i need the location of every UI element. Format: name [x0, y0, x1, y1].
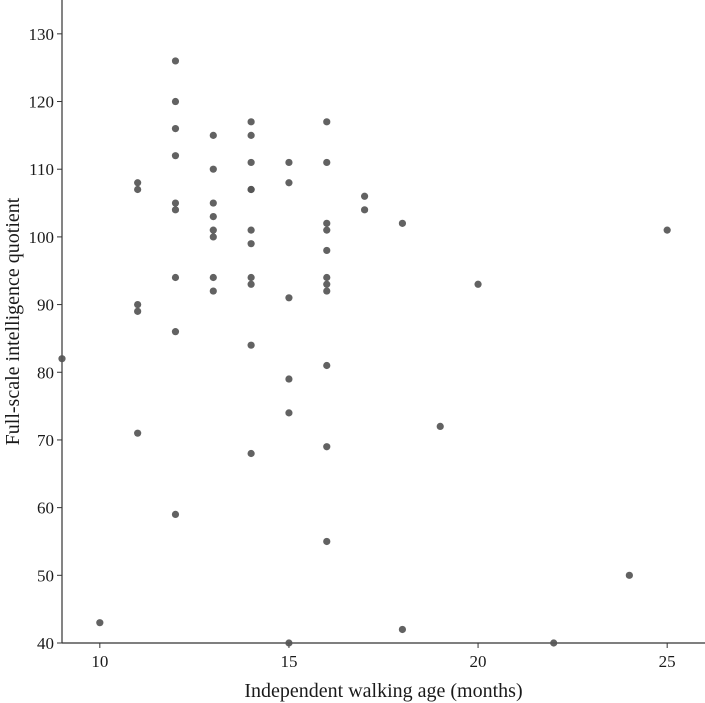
y-tick-label: 70: [37, 431, 54, 450]
data-point: [625, 571, 633, 579]
y-axis-title: Full-scale intelligence quotient: [2, 197, 24, 445]
data-point: [209, 199, 217, 207]
data-point: [285, 294, 293, 302]
data-point: [171, 510, 180, 518]
data-point: [247, 341, 255, 349]
y-tick-label: 50: [37, 566, 54, 585]
data-point: [209, 165, 217, 173]
x-axis-title: Independent walking age (months): [244, 680, 522, 702]
data-point: [285, 639, 293, 647]
data-point: [247, 185, 255, 194]
data-point: [134, 307, 142, 315]
data-point: [323, 219, 331, 227]
data-point: [247, 449, 255, 458]
data-point: [209, 131, 217, 139]
y-tick-label: 90: [37, 296, 54, 315]
data-point: [247, 240, 255, 248]
data-point: [247, 158, 255, 167]
data-point: [247, 273, 255, 282]
data-point: [323, 361, 331, 370]
data-point: [398, 625, 407, 634]
x-tick-label: 15: [280, 652, 297, 671]
data-point: [323, 158, 331, 167]
data-point: [209, 233, 217, 241]
data-point: [134, 179, 142, 187]
data-point: [171, 328, 180, 336]
data-point: [209, 287, 217, 295]
data-point: [285, 179, 293, 187]
data-points: [58, 57, 671, 647]
data-point: [171, 57, 180, 65]
data-point: [323, 287, 331, 295]
ticks: 40 50 60 70 80 90 100 110 120 130 10 15 20 25: [29, 25, 676, 671]
data-point: [323, 537, 331, 546]
data-point: [134, 429, 142, 437]
y-tick-label: 40: [37, 634, 54, 653]
data-point: [96, 619, 104, 627]
data-point: [323, 118, 331, 126]
data-point: [550, 639, 558, 647]
data-point: [323, 226, 331, 234]
data-point: [663, 226, 671, 234]
data-point: [323, 246, 331, 255]
data-point: [285, 158, 293, 167]
data-point: [134, 300, 142, 309]
y-tick-label: 120: [29, 93, 55, 112]
axes: [61, 0, 705, 644]
x-tick-label: 20: [470, 652, 487, 671]
data-point: [171, 97, 180, 106]
data-point: [171, 199, 180, 207]
data-point: [58, 355, 66, 363]
data-point: [247, 131, 255, 139]
data-point: [360, 192, 369, 200]
x-tick-label: 25: [659, 652, 676, 671]
data-point: [134, 185, 142, 194]
data-point: [285, 375, 293, 383]
data-point: [323, 443, 331, 451]
y-tick-label: 100: [29, 228, 55, 247]
data-point: [209, 226, 217, 234]
data-point: [209, 273, 217, 282]
data-point: [360, 206, 369, 214]
y-tick-label: 80: [37, 363, 54, 382]
data-point: [209, 212, 217, 221]
data-point: [285, 409, 293, 417]
data-point: [171, 152, 180, 160]
data-point: [171, 125, 180, 133]
data-point: [323, 273, 331, 282]
data-point: [247, 118, 255, 126]
y-tick-label: 130: [29, 25, 55, 44]
data-point: [474, 280, 482, 288]
y-tick-label: 60: [37, 499, 54, 518]
data-point: [398, 219, 407, 227]
y-tick-label: 110: [29, 160, 54, 179]
data-point: [323, 280, 331, 288]
data-point: [171, 206, 180, 214]
x-tick-label: 10: [91, 652, 108, 671]
data-point: [436, 422, 444, 431]
data-point: [171, 273, 180, 282]
data-point: [247, 226, 255, 234]
data-point: [247, 280, 255, 288]
